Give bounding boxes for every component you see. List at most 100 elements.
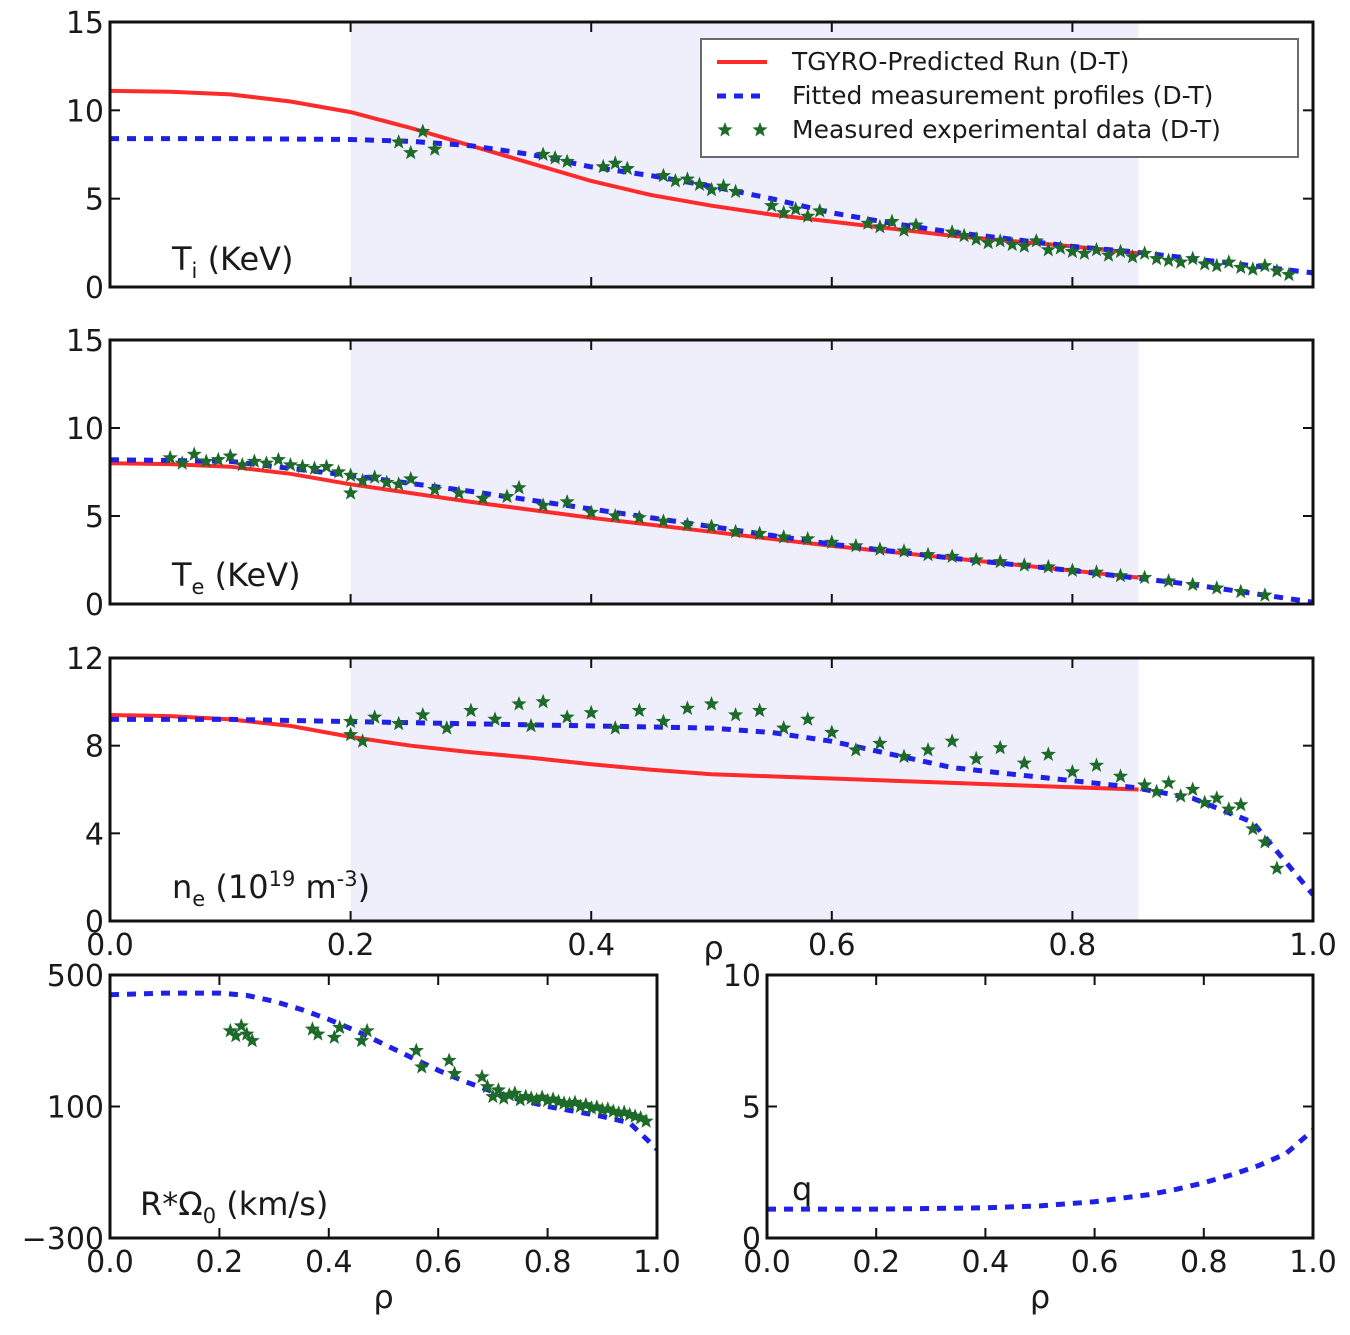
y-tick-label: 500 [47, 959, 104, 994]
axes-frame [108, 656, 1315, 923]
panel-label: Ti (KeV) [171, 240, 294, 283]
measured-point [379, 474, 395, 489]
measured-point [638, 1113, 654, 1128]
measured-point [1149, 250, 1165, 266]
axes-frame [108, 338, 1315, 606]
measured-point [728, 523, 744, 539]
measured-point [1064, 243, 1080, 259]
measured-point [595, 158, 611, 174]
measured-point [343, 726, 359, 742]
measured-point [318, 458, 335, 474]
measured-point [1197, 256, 1213, 271]
measured-point [1233, 583, 1249, 599]
measured-point [535, 693, 551, 709]
legend-label-fitted: Fitted measurement profiles (D-T) [792, 81, 1213, 110]
measured-point [222, 448, 238, 463]
measured-point [715, 178, 732, 193]
measured-point [1088, 564, 1105, 579]
measured-point [1197, 794, 1213, 810]
measured-point [310, 1026, 326, 1041]
panel-label: R*Ω0 (km/s) [140, 1185, 328, 1228]
measured-point [439, 720, 455, 735]
measured-point [956, 227, 972, 243]
measured-point [1281, 266, 1297, 282]
measured-point [326, 1029, 342, 1044]
measured-point [1028, 233, 1044, 248]
measured-point [487, 711, 503, 726]
measured-point [728, 183, 744, 199]
measured-point [752, 702, 768, 718]
y-tick-label: 10 [723, 959, 761, 994]
x-tick-label: 1.0 [633, 1245, 681, 1280]
measured-point [578, 1096, 594, 1112]
panel-q: 0.0 0.2 0.4 0.6 0.8 1.0 ρ 0 5 10 q [723, 959, 1337, 1316]
measured-point [451, 485, 467, 500]
measured-point [1209, 257, 1225, 273]
measured-point [631, 509, 647, 525]
measured-point [607, 155, 623, 170]
measured-point [535, 146, 551, 161]
measured-point [501, 1087, 517, 1102]
measured-point [848, 742, 864, 757]
x-tick-label: 0.2 [852, 1245, 900, 1280]
measured-point [655, 513, 671, 528]
measured-point [616, 1104, 632, 1119]
measured-point [1040, 746, 1056, 761]
measured-point [619, 160, 635, 176]
measured-point [228, 1027, 244, 1043]
measured-point [1161, 252, 1177, 267]
measured-point [667, 173, 683, 188]
measured-point [391, 715, 407, 731]
measured-point [1076, 245, 1092, 260]
measured-point [1112, 768, 1129, 783]
measured-point [463, 702, 479, 718]
x-tick-label: 1.0 [1289, 1245, 1337, 1280]
measured-point [776, 720, 792, 735]
measured-point [944, 733, 960, 748]
measured-point [1185, 250, 1201, 266]
measured-point [270, 451, 286, 467]
measured-point [198, 453, 214, 468]
measured-point [367, 469, 383, 484]
y-tick-label: 0 [85, 271, 104, 306]
measured-point [824, 724, 840, 739]
series-predicted [110, 713, 1139, 792]
measured-point [1245, 261, 1261, 276]
x-tick-label: 0.2 [327, 928, 375, 963]
x-tick-label: 0.6 [808, 928, 856, 963]
measured-point [210, 451, 226, 467]
legend-label-measured: Measured experimental data (D-T) [792, 115, 1221, 144]
measured-point [343, 467, 359, 482]
measured-point [1173, 788, 1189, 803]
measured-point [367, 709, 383, 724]
measured-point [679, 171, 695, 186]
measured-point [908, 217, 924, 232]
measured-point [896, 748, 912, 764]
measured-point [589, 1099, 605, 1114]
panel-label: q [792, 1170, 812, 1208]
measured-point [1149, 783, 1165, 799]
measured-point [1040, 241, 1056, 257]
measured-point [728, 707, 744, 722]
measured-point [547, 150, 563, 165]
measured-point [427, 481, 443, 497]
measured-point [1209, 580, 1225, 595]
measured-point [359, 1022, 375, 1038]
measured-point [1233, 796, 1249, 812]
y-tick-label: 5 [85, 183, 104, 218]
x-tick-label: 0.0 [86, 928, 134, 963]
measured-point [1112, 243, 1129, 259]
measured-point [331, 464, 347, 479]
measured-point [1257, 587, 1273, 602]
measured-point [355, 472, 371, 488]
measured-point [414, 1059, 430, 1074]
measured-point [920, 546, 936, 562]
measured-point [1040, 559, 1056, 574]
measured-point [968, 231, 984, 246]
measured-point [860, 215, 876, 230]
measured-point [475, 490, 491, 505]
measured-point [427, 141, 443, 156]
x-tick-label: 0.6 [414, 1245, 462, 1280]
x-tick-label: 0.8 [1049, 928, 1097, 963]
y-tick-label: 15 [66, 6, 104, 41]
